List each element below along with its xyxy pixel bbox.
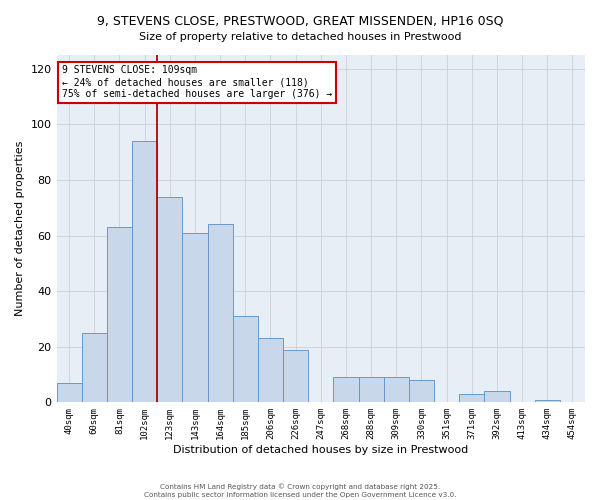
Bar xyxy=(383,378,409,402)
Text: Size of property relative to detached houses in Prestwood: Size of property relative to detached ho… xyxy=(139,32,461,42)
Bar xyxy=(334,378,359,402)
Bar xyxy=(283,350,308,403)
Bar xyxy=(182,233,208,402)
Bar xyxy=(157,196,182,402)
Bar xyxy=(535,400,560,402)
Bar xyxy=(359,378,383,402)
Text: Contains HM Land Registry data © Crown copyright and database right 2025.
Contai: Contains HM Land Registry data © Crown c… xyxy=(144,484,456,498)
Bar xyxy=(484,391,509,402)
X-axis label: Distribution of detached houses by size in Prestwood: Distribution of detached houses by size … xyxy=(173,445,469,455)
Bar xyxy=(258,338,283,402)
Bar xyxy=(459,394,484,402)
Text: 9, STEVENS CLOSE, PRESTWOOD, GREAT MISSENDEN, HP16 0SQ: 9, STEVENS CLOSE, PRESTWOOD, GREAT MISSE… xyxy=(97,15,503,28)
Bar xyxy=(208,224,233,402)
Text: 9 STEVENS CLOSE: 109sqm
← 24% of detached houses are smaller (118)
75% of semi-d: 9 STEVENS CLOSE: 109sqm ← 24% of detache… xyxy=(62,66,332,98)
Bar xyxy=(233,316,258,402)
Bar xyxy=(409,380,434,402)
Bar xyxy=(56,383,82,402)
Y-axis label: Number of detached properties: Number of detached properties xyxy=(15,141,25,316)
Bar xyxy=(82,333,107,402)
Bar xyxy=(132,141,157,403)
Bar xyxy=(107,228,132,402)
